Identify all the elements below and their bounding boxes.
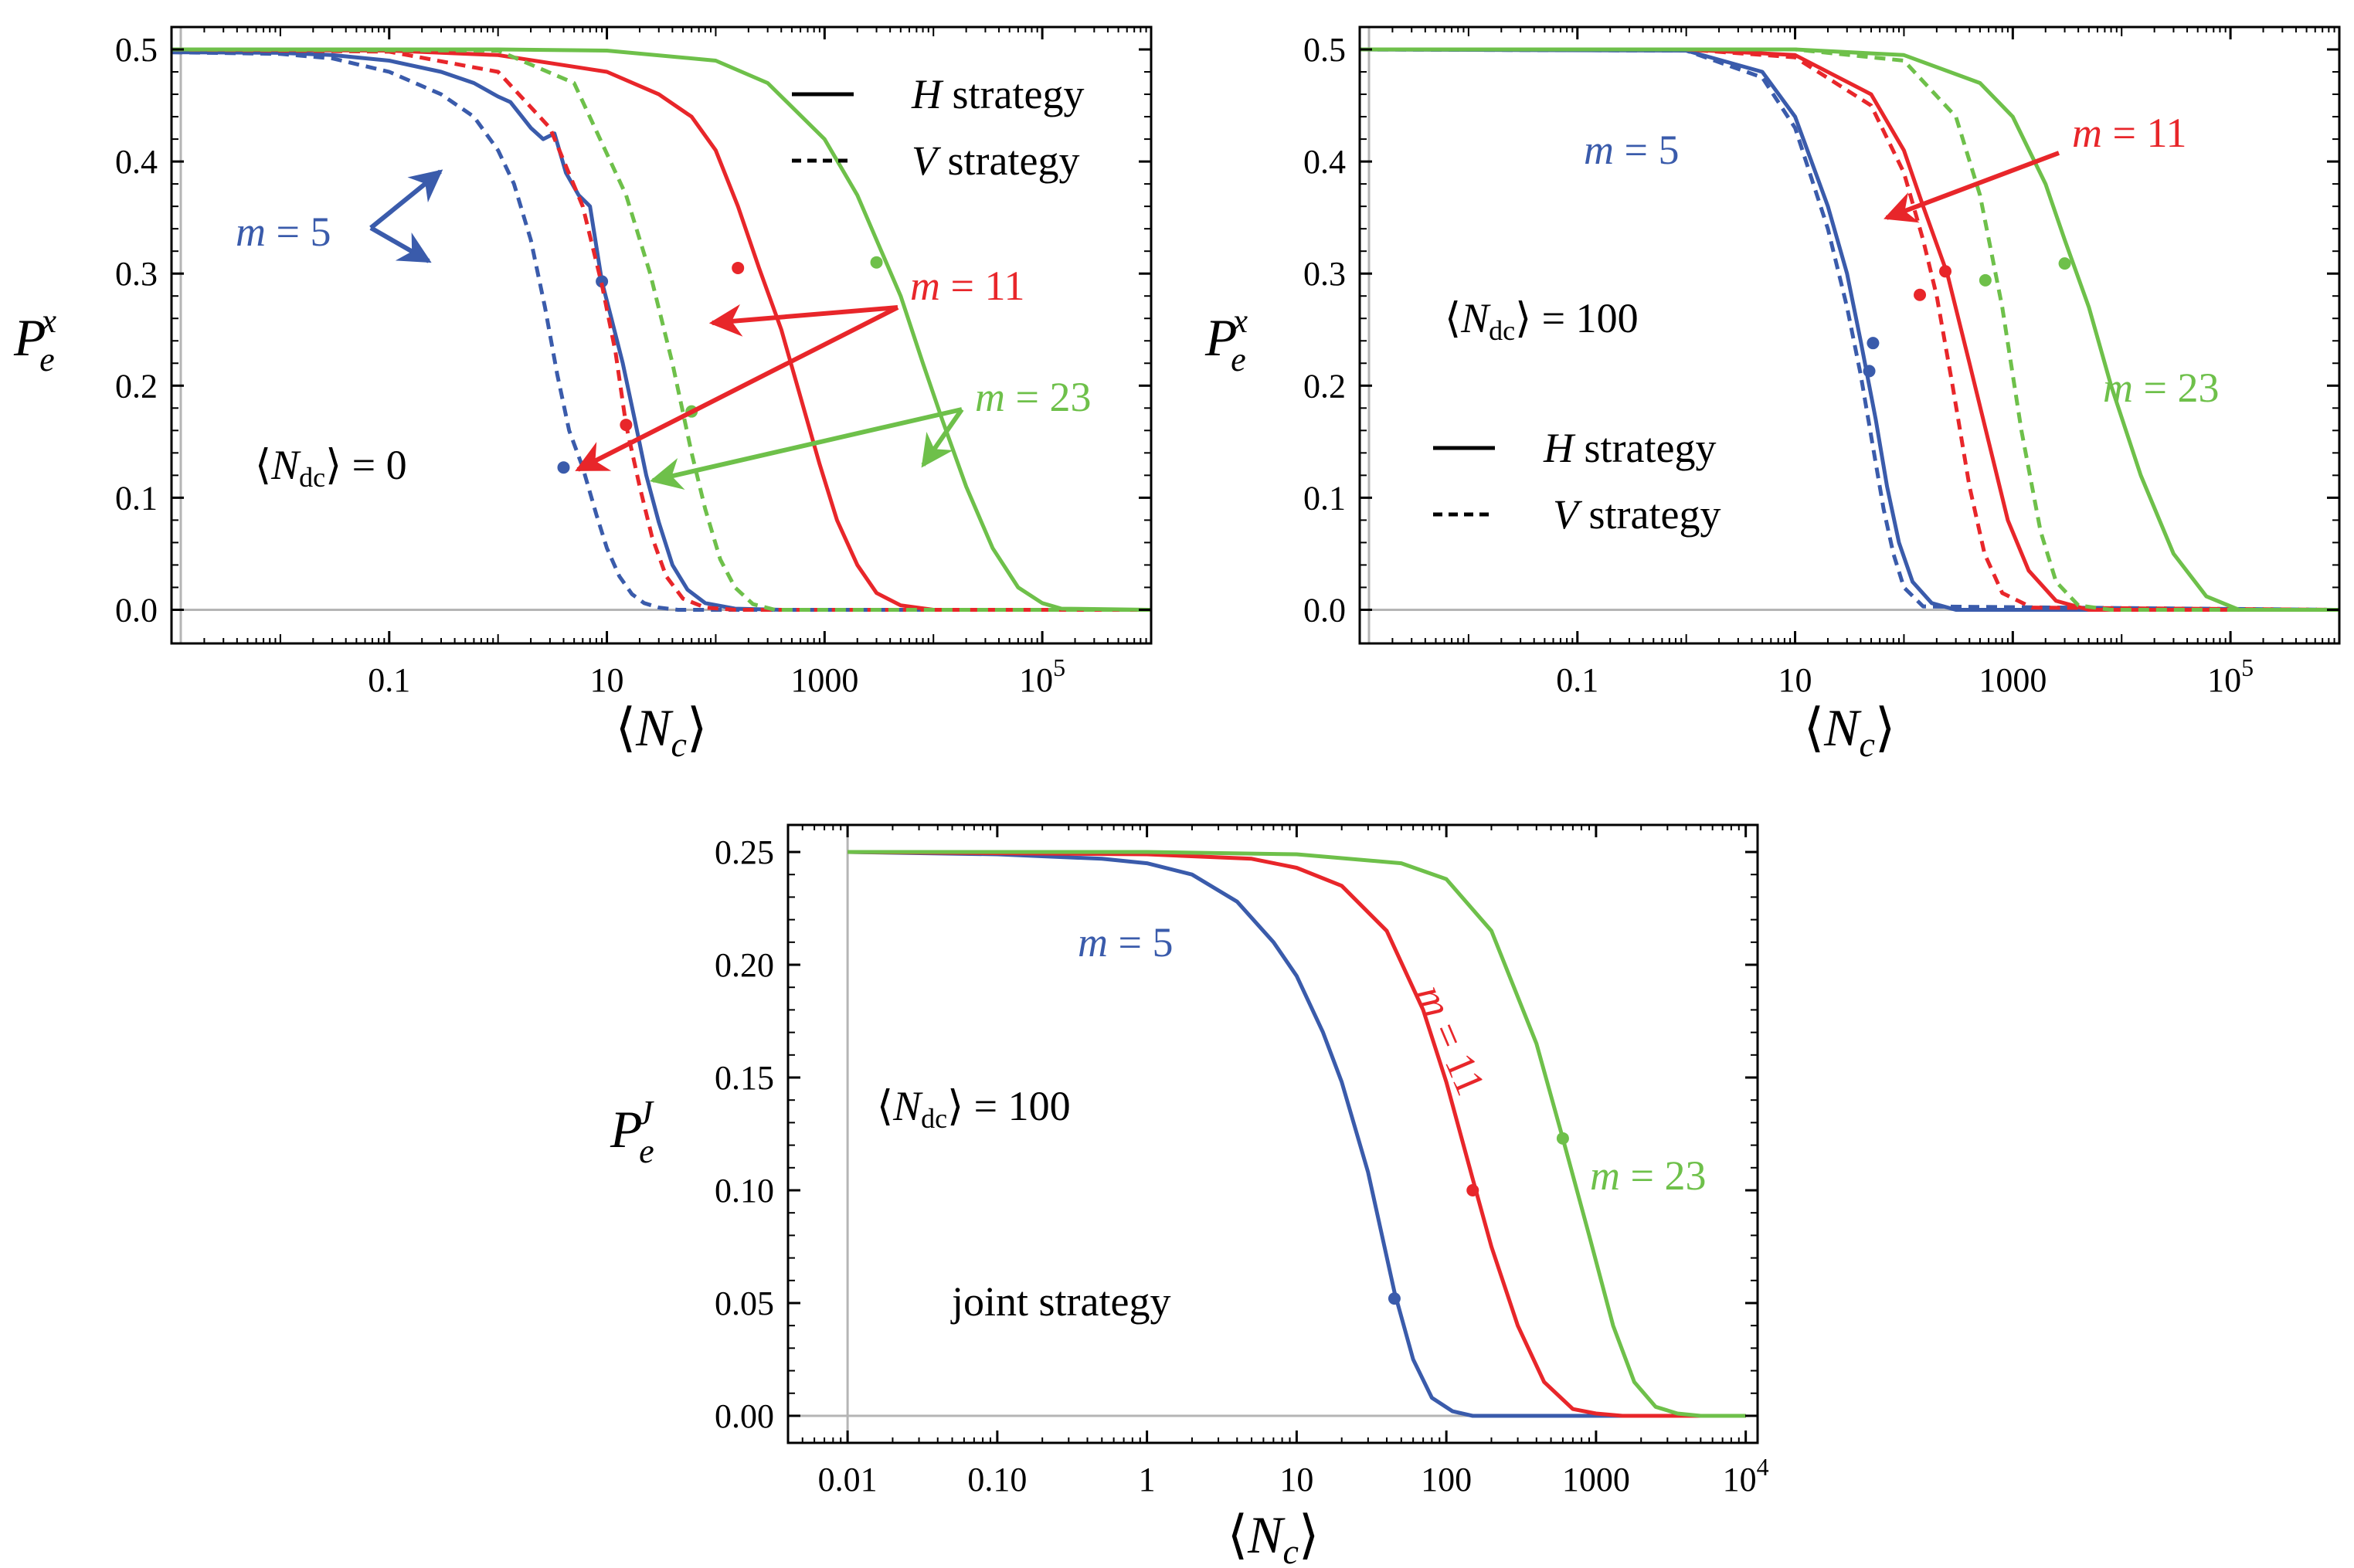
- y-tick-label: 0.2: [115, 367, 158, 405]
- legend: H strategy V strategy: [1433, 425, 1720, 538]
- tick-layer: 0.00 0.05 0.10 0.15 0.20 0.25 0.01 0.10 1 10 100 10…: [715, 825, 1769, 1498]
- marker-point: [1388, 1292, 1401, 1305]
- y-tick-label: 0.1: [1303, 479, 1346, 517]
- y-tick-label: 0.10: [715, 1172, 774, 1210]
- y-tick-label: 0.4: [1303, 143, 1346, 181]
- y-tick-label: 0.5: [115, 31, 158, 69]
- y-axis-label: Px e: [1204, 302, 1248, 378]
- label-m5: m = 5: [1078, 919, 1173, 966]
- tick-layer: 0.0 0.1 0.2 0.3 0.4 0.5 0.1 10 1000 105: [1303, 27, 2339, 699]
- y-axis-label: PJ e: [610, 1094, 655, 1170]
- x-tick-label: 10: [1778, 661, 1812, 699]
- label-m23: m = 23: [2103, 365, 2219, 411]
- series-layer: [788, 825, 1758, 1443]
- y-tick-label: 0.20: [715, 946, 774, 984]
- x-tick-label: 0.10: [967, 1461, 1027, 1498]
- y-axis-label: Px e: [13, 302, 57, 378]
- legend: H strategy V strategy: [792, 71, 1084, 184]
- y-tick-label: 0.15: [715, 1059, 774, 1097]
- label-m11: m = 11: [1407, 978, 1494, 1101]
- marker-point: [1979, 273, 1992, 287]
- series-line-m11-h: [1360, 47, 2339, 612]
- series-line-m5-joint: [848, 850, 1746, 1418]
- series-line-m23-v: [171, 47, 1151, 612]
- series-line-m23-joint: [848, 850, 1746, 1418]
- y-tick-label: 0.0: [115, 591, 158, 629]
- condition-label: ⟨Ndc⟩ = 100: [1445, 295, 1639, 346]
- plot-frame: [1358, 25, 2341, 645]
- series-line-m23-v: [1360, 47, 2339, 612]
- legend-h-label: H strategy: [911, 71, 1084, 117]
- x-tick-label: 1000: [1562, 1461, 1630, 1498]
- marker-point: [1556, 1132, 1569, 1145]
- tick-layer: 0.0 0.1 0.2 0.3 0.4 0.5 0.1 10 1000 105: [115, 27, 1151, 699]
- legend-v-label: V strategy: [1553, 491, 1720, 538]
- series-layer: [1359, 27, 2340, 643]
- marker-point: [2058, 257, 2071, 270]
- x-tick-label: 1: [1139, 1461, 1156, 1498]
- y-tick-label: 0.1: [115, 479, 158, 517]
- series-line-m23-h: [1360, 47, 2339, 612]
- annotation-arrows: [369, 169, 964, 490]
- label-m5: m = 5: [236, 209, 331, 255]
- y-tick-label: 0.3: [115, 255, 158, 293]
- x-tick-label: 10: [590, 661, 624, 699]
- legend-v-label: V strategy: [912, 137, 1079, 184]
- x-tick-label: 1000: [790, 661, 858, 699]
- marker-point: [557, 461, 570, 474]
- y-tick-label: 0.0: [1303, 591, 1346, 629]
- x-tick-label: 105: [2207, 653, 2254, 699]
- series-layer: [171, 27, 1152, 643]
- marker-point: [1914, 288, 1927, 301]
- series-line-m5-h: [171, 50, 1151, 612]
- label-m23: m = 23: [975, 374, 1091, 420]
- x-axis-label: ⟨Nc⟩: [1228, 1505, 1320, 1568]
- y-tick-label: 0.25: [715, 833, 774, 871]
- y-tick-label: 0.05: [715, 1285, 774, 1322]
- x-tick-label: 0.1: [1556, 661, 1598, 699]
- y-tick-label: 0.2: [1303, 367, 1346, 405]
- x-tick-label: 10: [1279, 1461, 1313, 1498]
- x-tick-label: 1000: [1979, 661, 2047, 699]
- panel-top-left: 0.00.10.20.30.40.50.1 10 1000 105 ⟨Nc⟩ Px e …: [13, 25, 1153, 764]
- marker-point: [1863, 365, 1876, 378]
- series-line-m11-v: [1360, 47, 2340, 612]
- label-m11: m = 11: [2072, 110, 2186, 156]
- marker-point: [1939, 265, 1952, 278]
- y-tick-label: 0.5: [1303, 31, 1346, 69]
- series-line-m11-h: [171, 47, 1151, 612]
- strategy-note: joint strategy: [950, 1278, 1170, 1325]
- annotation-arrows: [1884, 151, 2060, 223]
- marker-point: [1466, 1183, 1479, 1196]
- label-m11: m = 11: [910, 263, 1024, 309]
- y-tick-label: 0.00: [715, 1397, 774, 1435]
- series-line-m23-h: [172, 47, 1152, 612]
- condition-label: ⟨Ndc⟩ = 0: [255, 442, 407, 493]
- legend-h-label: H strategy: [1543, 425, 1716, 471]
- condition-label: ⟨Ndc⟩ = 100: [877, 1083, 1071, 1134]
- plot-frame: [170, 25, 1153, 645]
- series-line-m5-h: [1359, 47, 2339, 612]
- marker-point: [620, 419, 633, 432]
- y-tick-label: 0.4: [115, 143, 158, 181]
- x-tick-label: 105: [1019, 653, 1065, 699]
- plot-frame: [786, 823, 1759, 1444]
- x-tick-label: 104: [1723, 1453, 1769, 1498]
- x-tick-label: 0.1: [368, 661, 410, 699]
- x-tick-label: 0.01: [818, 1461, 878, 1498]
- panel-top-right: 0.00.10.20.30.40.50.1 10 1000 105 ⟨Nc⟩ Px e …: [1204, 25, 2341, 764]
- x-axis-label: ⟨Nc⟩: [616, 698, 708, 764]
- x-axis-label: ⟨Nc⟩: [1804, 698, 1896, 764]
- label-m23: m = 23: [1590, 1152, 1706, 1199]
- marker-point: [596, 275, 609, 288]
- marker-point: [732, 261, 745, 274]
- marker-point: [870, 256, 883, 269]
- label-m5: m = 5: [1584, 127, 1679, 173]
- x-tick-label: 100: [1421, 1461, 1472, 1498]
- panel-bottom: 0.00 0.05 0.10 0.15 0.20 0.25 0.01 0.10 1 10 100 10…: [610, 823, 1769, 1568]
- marker-point: [1867, 337, 1880, 350]
- y-tick-label: 0.3: [1303, 255, 1346, 293]
- series-line-m11-joint: [848, 850, 1746, 1418]
